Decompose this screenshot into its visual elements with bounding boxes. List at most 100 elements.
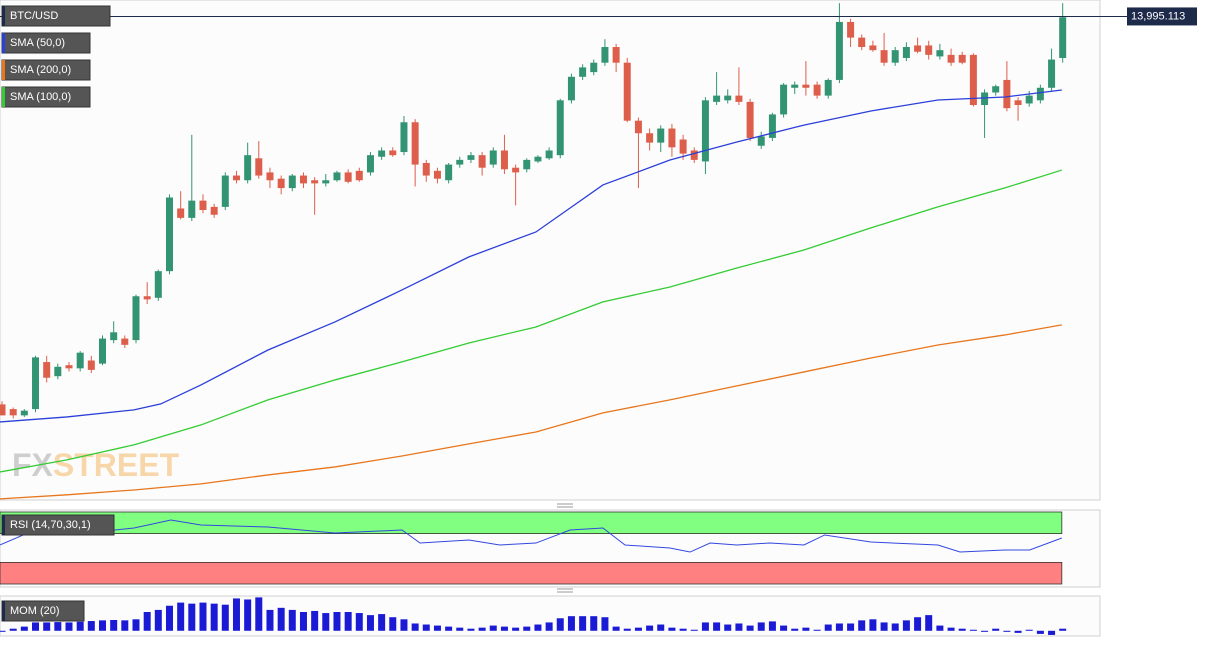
mom-bar xyxy=(1036,630,1044,634)
mom-bar xyxy=(311,610,319,631)
candle-body xyxy=(813,84,821,96)
candle-body xyxy=(891,50,899,63)
candle-body xyxy=(567,76,575,101)
mom-bar xyxy=(523,626,531,631)
mom-bar xyxy=(277,607,285,631)
candle-body xyxy=(579,67,587,77)
mom-bar xyxy=(757,622,765,631)
candle-body xyxy=(400,122,408,153)
mom-bar xyxy=(634,627,642,631)
mom-bar xyxy=(422,624,430,631)
mom-bar xyxy=(780,625,788,631)
candle-body xyxy=(992,86,1000,93)
candle-body xyxy=(634,120,642,134)
mom-bar xyxy=(344,612,352,631)
candle-body xyxy=(199,200,207,211)
mom-bar xyxy=(768,621,776,631)
legend-entry: SMA (100,0) xyxy=(10,91,71,103)
last-price-box xyxy=(1127,7,1197,26)
candle-body xyxy=(612,47,620,63)
mom-bar xyxy=(724,624,732,631)
mom-bar xyxy=(880,622,888,631)
mom-bar xyxy=(143,612,151,631)
mom-bar xyxy=(512,627,520,631)
candle-body xyxy=(1059,17,1067,58)
candle-body xyxy=(523,159,531,170)
mom-bar xyxy=(411,623,419,631)
candle-body xyxy=(266,172,274,181)
candle-body xyxy=(478,155,486,168)
candle-body xyxy=(668,128,676,148)
mom-bar xyxy=(958,628,966,631)
mom-bar xyxy=(188,603,196,631)
rsi-line xyxy=(0,519,1062,553)
mom-bar xyxy=(456,627,464,631)
candle-body xyxy=(858,37,866,48)
candle-body xyxy=(87,360,95,370)
mom-bar xyxy=(612,626,620,631)
legend-entry-stripe xyxy=(2,87,5,107)
candle-body xyxy=(601,47,609,63)
mom-bar xyxy=(266,609,274,631)
indicator-title-stripe xyxy=(2,515,5,535)
mom-bar xyxy=(110,620,118,631)
candle-body xyxy=(556,100,564,156)
candle-body xyxy=(835,21,843,80)
mom-bar xyxy=(389,617,397,631)
candle-body xyxy=(847,21,855,38)
mom-bar xyxy=(891,623,899,631)
candle-body xyxy=(65,365,73,369)
mom-bar xyxy=(869,619,877,631)
candle-body xyxy=(869,45,877,51)
mom-bar xyxy=(534,624,542,631)
candle-body xyxy=(489,150,497,165)
rsi-band xyxy=(0,511,1063,535)
candle-body xyxy=(154,271,162,298)
legend-entry-stripe xyxy=(2,60,5,80)
mom-bar xyxy=(925,615,933,631)
mom-bar xyxy=(0,630,6,632)
candle-body xyxy=(32,357,40,410)
candle-body xyxy=(20,410,28,416)
chart-title: BTC/USD xyxy=(10,10,58,22)
mom-bar xyxy=(366,615,374,631)
watermark-street: STREET xyxy=(53,447,180,483)
candle-body xyxy=(9,409,17,416)
mom-bar xyxy=(54,622,62,631)
legend-entry: SMA (200,0) xyxy=(10,64,71,76)
mom-bar xyxy=(232,598,240,631)
candle-body xyxy=(277,178,285,189)
candle-body xyxy=(1036,87,1044,101)
candle-body xyxy=(969,54,977,106)
candle-body xyxy=(121,338,129,345)
mom-bar xyxy=(847,623,855,631)
candle-body xyxy=(679,139,687,154)
indicator-title-stripe xyxy=(2,601,5,621)
mom-bar xyxy=(813,629,821,631)
candle-body xyxy=(143,296,151,300)
chart-title-stripe xyxy=(2,6,5,26)
candle-body xyxy=(355,170,363,181)
candle-body xyxy=(366,155,374,173)
sma-line xyxy=(0,169,1063,473)
mom-bar xyxy=(668,627,676,631)
candle-body xyxy=(177,208,185,218)
candle-body xyxy=(311,180,319,184)
candle-body xyxy=(534,156,542,162)
mom-bar xyxy=(378,614,386,631)
mom-bar xyxy=(154,609,162,631)
mom-bar xyxy=(824,624,832,631)
candle-body xyxy=(981,92,989,106)
mom-bar xyxy=(9,628,17,631)
candle-body xyxy=(210,206,218,215)
mom-bar xyxy=(947,627,955,631)
mom-bar xyxy=(679,628,687,631)
legend-entry-stripe xyxy=(2,33,5,53)
candle-body xyxy=(389,150,397,156)
candle-body xyxy=(467,155,475,160)
legend-entry: SMA (50,0) xyxy=(10,37,65,49)
candle-body xyxy=(299,175,307,184)
mom-bar xyxy=(936,625,944,631)
candle-body xyxy=(925,45,933,55)
candle-body xyxy=(657,128,665,143)
